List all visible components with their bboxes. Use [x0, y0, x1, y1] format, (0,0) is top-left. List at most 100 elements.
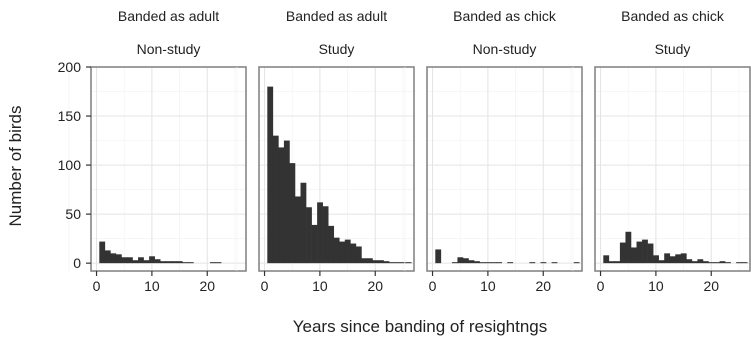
- histogram-bar: [311, 224, 318, 264]
- panel: 0 10 20: [236, 66, 415, 294]
- histogram-bar: [697, 259, 704, 264]
- histogram-bar: [658, 260, 665, 264]
- histogram-bar: [138, 257, 144, 264]
- x-tick-label: 10: [312, 278, 328, 294]
- x-tick-label: 20: [367, 278, 383, 294]
- histogram-bar: [462, 258, 469, 264]
- histogram-bar: [378, 260, 384, 264]
- y-tick-label: 100: [58, 157, 82, 173]
- histogram-bar: [389, 262, 395, 264]
- histogram-bar: [278, 147, 285, 264]
- histogram-bar: [355, 246, 362, 264]
- histogram-bar: [642, 239, 648, 264]
- panel-background: [595, 67, 750, 271]
- histogram-bar: [669, 256, 676, 264]
- panel: 0 10 20: [68, 66, 247, 294]
- histogram-bar: [457, 257, 464, 264]
- histogram-bar: [680, 253, 687, 264]
- histogram-bar: [647, 243, 654, 264]
- histogram-bar: [294, 196, 301, 264]
- panel-border: [258, 66, 415, 272]
- histogram-bar: [361, 258, 368, 264]
- histogram-bar: [603, 255, 610, 264]
- histogram-bar: [104, 250, 111, 264]
- histogram-bar: [708, 262, 715, 264]
- histogram-bar: [339, 241, 346, 264]
- histogram-bar: [468, 260, 475, 264]
- histogram-bar: [187, 262, 194, 264]
- histogram-bar: [691, 261, 698, 264]
- strip-label-top: Banded as chick: [453, 8, 557, 24]
- histogram-bar: [99, 241, 106, 264]
- x-tick-label: 0: [597, 278, 605, 294]
- panel-border: [90, 66, 247, 272]
- histogram-bar: [121, 257, 128, 264]
- panel-border: [426, 66, 583, 272]
- histogram-bar: [132, 260, 139, 264]
- strip-label-top: Banded as chick: [621, 8, 725, 24]
- histogram-bar: [344, 239, 351, 264]
- strip-label-bottom: Study: [655, 41, 691, 57]
- histogram-bar: [317, 202, 323, 264]
- histogram-bar: [736, 262, 742, 264]
- histogram-bar: [165, 261, 172, 264]
- histogram-bar: [686, 259, 693, 264]
- histogram-bar: [702, 261, 709, 264]
- x-tick-label: 10: [480, 278, 496, 294]
- histogram-bar: [110, 253, 117, 264]
- x-axis-title: Years since banding of resightngs: [293, 317, 548, 336]
- y-tick-label: 200: [58, 59, 82, 75]
- histogram-bar: [210, 262, 216, 264]
- strip-label-bottom: Study: [319, 41, 355, 57]
- histogram-bar: [160, 261, 167, 264]
- x-tick-label: 10: [648, 278, 664, 294]
- panel-border: [594, 66, 751, 272]
- histogram-bar: [289, 163, 296, 264]
- x-tick-label: 20: [199, 278, 215, 294]
- y-axis: 0 50 100 150 200: [58, 59, 91, 271]
- strip-label-bottom: Non-study: [473, 41, 537, 57]
- histogram-bar: [366, 258, 373, 264]
- histogram-bar: [507, 262, 514, 264]
- histogram-bar: [714, 262, 720, 264]
- histogram-bar: [143, 260, 150, 264]
- panel: 0 10 20: [404, 66, 583, 294]
- strip-label-bottom: Non-study: [137, 41, 201, 57]
- histogram-bar: [115, 254, 122, 264]
- histogram-bar: [619, 242, 626, 264]
- histogram-bar: [653, 255, 659, 264]
- histogram-bar: [400, 262, 406, 264]
- histogram-bar: [154, 259, 161, 264]
- histogram-bar: [741, 262, 748, 264]
- histogram-bar: [474, 261, 480, 264]
- histogram-bar: [267, 86, 274, 264]
- panel-strips: Banded as adult Non-study Banded as adult S…: [118, 8, 725, 57]
- y-tick-label: 0: [73, 255, 81, 271]
- panel-background: [91, 67, 246, 271]
- histogram-bar: [306, 207, 312, 264]
- histogram-bar: [479, 262, 486, 264]
- histogram-bar: [272, 135, 279, 264]
- histogram-bar: [608, 261, 615, 264]
- histogram-bar: [636, 241, 643, 264]
- histogram-bar: [333, 237, 340, 264]
- histogram-bar: [182, 262, 189, 264]
- histogram-bar: [451, 262, 458, 264]
- histogram-bar: [551, 262, 558, 264]
- panel-background: [427, 67, 582, 271]
- y-tick-label: 50: [65, 206, 81, 222]
- y-axis-title: Number of birds: [6, 106, 25, 227]
- histogram-bar: [614, 261, 621, 264]
- strip-label-top: Banded as adult: [118, 8, 219, 24]
- histogram-bar: [664, 253, 671, 264]
- histogram-bar: [675, 254, 682, 264]
- histogram-bar: [176, 261, 183, 264]
- panels: 0 10 20 0 10 20 0 10 20 0 10 20: [68, 66, 751, 294]
- y-tick-label: 150: [58, 108, 82, 124]
- histogram-bar: [149, 256, 155, 264]
- histogram-bar: [490, 262, 497, 264]
- histogram-bar: [283, 140, 290, 264]
- x-tick-label: 20: [535, 278, 551, 294]
- histogram-bar: [171, 261, 178, 264]
